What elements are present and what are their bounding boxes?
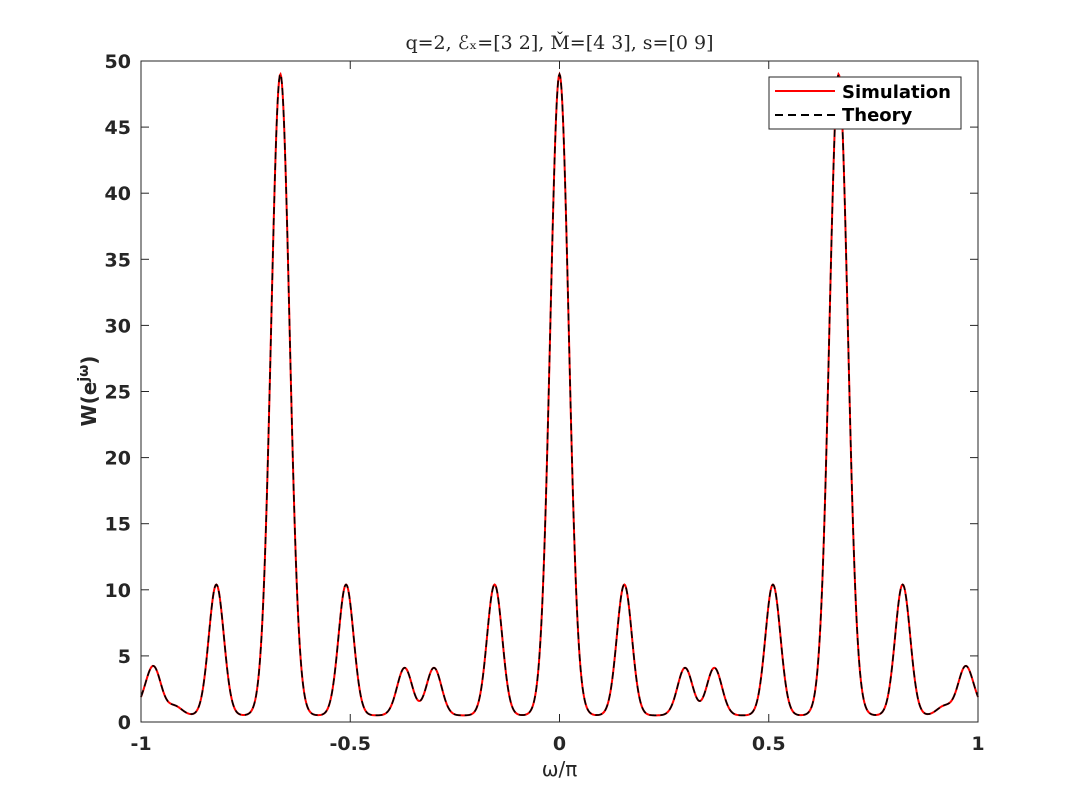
y-axis-label: W(ejω) <box>76 356 101 427</box>
x-ticks: -1 -0.5 0 0.5 1 <box>130 61 985 755</box>
x-tick-label: -1 <box>130 733 151 755</box>
y-tick-label: 0 <box>118 712 131 734</box>
plot-area <box>141 61 978 722</box>
y-tick-label: 15 <box>105 514 131 536</box>
y-axis-label-base: W(e <box>77 382 101 427</box>
x-tick-label: 0 <box>553 733 566 755</box>
x-tick-label: 0.5 <box>752 733 786 755</box>
legend-label-theory: Theory <box>842 105 913 126</box>
y-tick-label: 45 <box>105 117 131 139</box>
y-tick-label: 50 <box>105 51 131 73</box>
chart-title: q=2, ℰₓ=[3 2], M̌=[4 3], s=[0 9] <box>405 32 713 54</box>
x-tick-label: -0.5 <box>329 733 371 755</box>
x-tick-label: 1 <box>971 733 984 755</box>
y-ticks: 0 5 10 15 20 25 30 35 40 45 50 <box>105 51 978 734</box>
x-axis-label: ω/π <box>542 757 578 781</box>
series-lines <box>140 71 979 717</box>
legend-label-simulation: Simulation <box>842 82 951 103</box>
series-line-theory <box>140 71 979 717</box>
legend-box <box>768 76 962 130</box>
y-axis-label-sup: jω <box>76 365 92 383</box>
y-tick-label: 40 <box>105 183 131 205</box>
y-axis-label-close: ) <box>77 356 101 365</box>
y-tick-label: 35 <box>105 249 131 271</box>
y-tick-label: 30 <box>105 315 131 337</box>
y-tick-label: 25 <box>105 382 131 404</box>
y-tick-label: 10 <box>105 580 131 602</box>
y-tick-label: 5 <box>118 646 131 668</box>
legend: Simulation Theory <box>768 76 962 130</box>
y-tick-label: 20 <box>105 448 131 470</box>
